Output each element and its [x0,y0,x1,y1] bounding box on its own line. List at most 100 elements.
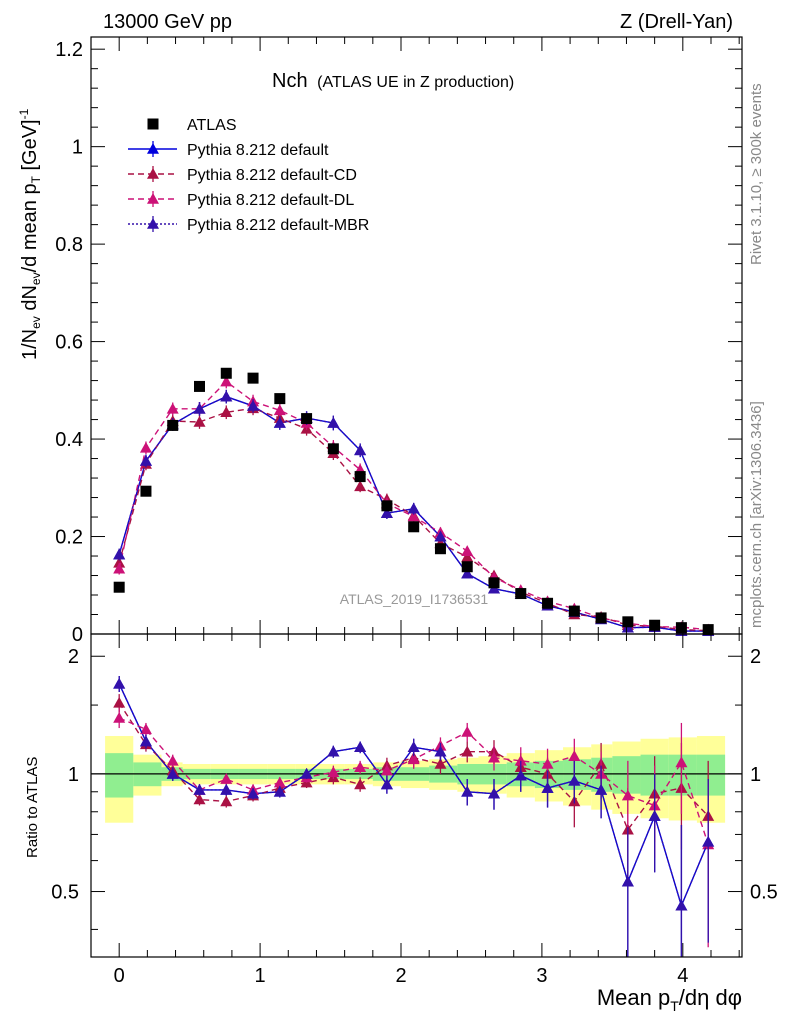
data-point [113,581,125,593]
watermark: ATLAS_2019_I1736531 [340,591,489,607]
series-point [434,530,447,542]
ratio-point [702,835,715,847]
ratio-y-tick-label-right: 0.5 [750,882,778,904]
series-point [407,510,420,522]
y-tick-label: 0.2 [55,527,83,549]
legend-series-label: Pythia 8.212 default-CD [187,167,357,184]
ratio-point [273,776,286,788]
series-point [273,416,286,428]
ratio-point [407,741,420,753]
ratio-point [193,783,206,795]
data-point [327,443,339,455]
ratio-series-group [113,676,715,957]
x-tick-label: 4 [677,965,688,987]
legend-atlas-label: ATLAS [187,117,237,134]
ratio-point [220,783,233,795]
x-tick-label: 2 [395,965,406,987]
data-point [595,612,607,624]
ratio-band-green [105,753,134,798]
ratio-point [675,756,688,768]
ratio-point [621,789,634,801]
y-tick-label: 1.2 [55,39,83,61]
data-point [194,380,205,392]
series-point [220,406,233,418]
data-point [675,622,687,634]
series-point [113,556,126,568]
legend: ATLAS Pythia 8.212 default Pythia 8.212 de… [128,117,369,234]
legend-series-marker [147,193,159,204]
ratio-point [273,785,286,797]
ratio-band-green [612,756,641,794]
ratio-series-group [113,676,715,957]
ratio-point [407,753,420,765]
series-point [247,399,260,411]
ratio-y-tick-label-right: 2 [750,646,761,668]
ratio-point [113,696,126,708]
ratio-y-tick-label: 2 [68,646,79,668]
ratio-point [461,785,474,797]
series-point [354,480,367,492]
ratio-point [139,735,152,747]
data-point [408,521,420,533]
y-tick-label: 0.8 [55,234,83,256]
data-point [381,500,393,512]
series-point [139,441,152,453]
ratio-y-tick-label: 1 [68,764,79,786]
ratio-point [380,778,393,790]
data-point [354,471,366,483]
series-point [461,567,474,579]
ratio-y-tick-label: 0.5 [51,882,79,904]
x-axis-label: Mean pT/dη dφ [597,985,742,1014]
y-axis-label: 1/Nev dNev/d mean pT [GeV]-1 [17,108,43,360]
series-line [118,395,709,632]
series-point [193,416,206,427]
series-point [220,390,233,402]
ratio-point [568,750,581,761]
data-point [542,597,554,609]
series-point [273,404,286,416]
data-point [301,413,313,425]
series-point [354,444,367,456]
series-point [193,402,206,414]
ratio-point [621,875,634,887]
chart-title: Nch (ATLAS UE in Z production) [272,70,514,92]
series-point [461,550,474,562]
series-point [461,545,474,556]
ratio-point [461,745,474,757]
y-tick-label: 0.6 [55,332,83,354]
x-tick-label: 0 [114,965,125,987]
ratio-point [675,899,688,911]
ratio-point [461,725,474,737]
ratio-point [354,761,367,773]
y-tick-label: 1 [72,137,83,159]
data-point [247,372,259,384]
data-point [622,616,634,628]
ratio-point [193,793,206,805]
ratio-point [488,787,500,799]
ratio-point [113,677,126,689]
series-point [407,502,420,514]
ratio-point [166,767,179,779]
ratio-point [113,711,126,723]
y-tick-label: 0 [72,624,83,646]
data-point [649,619,661,631]
ratio-point [488,751,500,763]
legend-atlas-marker [147,118,159,130]
data-point [702,624,714,636]
legend-series-marker [147,168,159,179]
ratio-point [220,773,233,784]
ratio-point [568,774,581,786]
ratio-point [327,745,340,757]
legend-series-label: Pythia 8.212 default-DL [187,192,354,209]
ratio-y-tick-label-right: 1 [750,764,761,786]
series-point [139,454,152,466]
header-right: Z (Drell-Yan) [620,11,733,33]
mcplots-label: mcplots.cern.ch [arXiv:1306.3436] [748,401,765,628]
data-point [274,393,286,405]
ratio-plot-frame [90,633,743,958]
legend-series-label: Pythia 8.212 default-MBR [187,217,369,234]
ratio-point [514,769,527,781]
ratio-point [354,741,367,753]
ratio-point [434,745,447,757]
data-point [515,588,527,600]
